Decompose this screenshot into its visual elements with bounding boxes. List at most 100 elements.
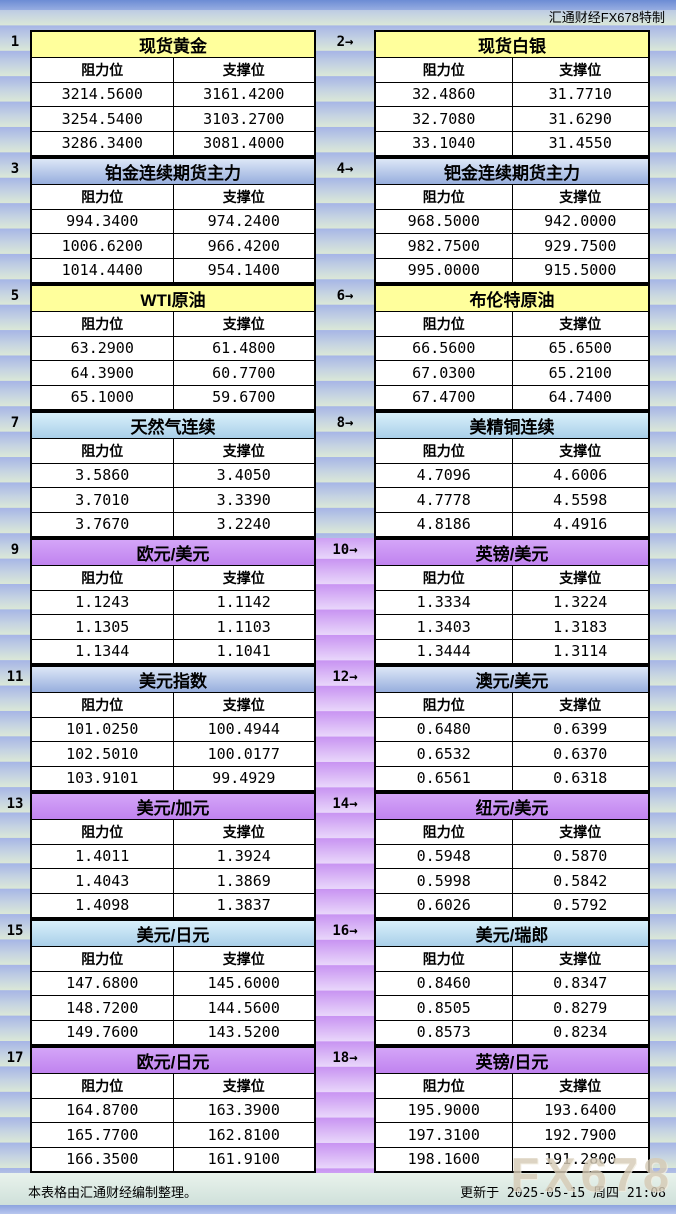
value-cell: 1.1142 xyxy=(172,590,315,614)
bottom-blue-strip xyxy=(0,1205,676,1214)
table-usd-index: 美元指数 阻力位 支撑位 101.0250 100.4944 102.5010 100… xyxy=(30,665,316,792)
col-header-resistance: 阻力位 xyxy=(376,566,512,590)
value-cell: 31.4550 xyxy=(511,131,649,155)
value-cell: 0.8279 xyxy=(511,996,649,1020)
value-cell: 1.3837 xyxy=(172,893,315,917)
col-header-resistance: 阻力位 xyxy=(376,693,512,717)
value-cell: 3.2240 xyxy=(172,512,315,536)
value-cell: 1.1103 xyxy=(172,615,315,639)
value-cell: 162.8100 xyxy=(172,1123,315,1147)
value-cell: 4.5598 xyxy=(511,488,649,512)
row-number-label: 9 xyxy=(10,542,20,558)
row-number-label: 1 xyxy=(10,34,20,50)
value-cell: 1.3334 xyxy=(416,593,471,612)
col-header-resistance: 阻力位 xyxy=(376,947,512,971)
table-title: 现货白银 xyxy=(376,32,648,57)
row-number-label: 15 xyxy=(6,923,24,939)
table-platinum-futures: 铂金连续期货主力 阻力位 支撑位 994.3400 974.2400 1006.62… xyxy=(30,157,316,284)
tables-grid: 1 现货黄金 阻力位 支撑位 3214.5600 3161.4200 3254.54… xyxy=(0,30,676,1173)
col-header-resistance: 阻力位 xyxy=(32,185,173,209)
value-cell: 103.9101 xyxy=(66,769,139,788)
value-cell: 144.5600 xyxy=(172,996,315,1020)
value-cell: 1.3403 xyxy=(416,617,471,636)
section-pair-5: 9 欧元/美元 阻力位 支撑位 1.1243 1.1142 1.1305 1.1103… xyxy=(0,538,676,665)
value-cell: 3.5860 xyxy=(75,466,130,485)
value-cell: 165.7700 xyxy=(66,1125,139,1144)
value-cell: 149.7600 xyxy=(66,1023,139,1042)
col-header-resistance: 阻力位 xyxy=(32,1074,173,1098)
section-pair-6: 11 美元指数 阻力位 支撑位 101.0250 100.4944 102.5010… xyxy=(0,665,676,792)
col-header-support: 支撑位 xyxy=(511,185,648,209)
table-title: 美精铜连续 xyxy=(376,413,648,438)
value-cell: 3.4050 xyxy=(172,463,315,487)
value-cell: 1.1344 xyxy=(75,642,130,661)
value-cell: 0.5792 xyxy=(511,893,649,917)
value-cell: 61.4800 xyxy=(172,336,315,360)
value-cell: 3161.4200 xyxy=(172,82,315,106)
value-cell: 143.5200 xyxy=(172,1020,315,1044)
row-number-arrow-label: 8→ xyxy=(336,415,354,431)
col-header-support: 支撑位 xyxy=(511,312,648,336)
section-pair-8: 15 美元/日元 阻力位 支撑位 147.6800 145.6000 148.720… xyxy=(0,919,676,1046)
col-header-resistance: 阻力位 xyxy=(32,693,173,717)
section-pair-7: 13 美元/加元 阻力位 支撑位 1.4011 1.3924 1.4043 1.386… xyxy=(0,792,676,919)
col-header-resistance: 阻力位 xyxy=(32,947,173,971)
table-title: 美元指数 xyxy=(32,667,314,692)
value-cell: 4.6006 xyxy=(511,463,649,487)
value-cell: 0.6480 xyxy=(416,720,471,739)
table-gbp-jpy: 英镑/日元 阻力位 支撑位 195.9000 193.6400 197.3100 19… xyxy=(374,1046,650,1173)
table-title: 铂金连续期货主力 xyxy=(32,159,314,184)
value-cell: 148.7200 xyxy=(66,998,139,1017)
row-number-label: 13 xyxy=(6,796,24,812)
col-header-support: 支撑位 xyxy=(172,947,314,971)
table-title: 现货黄金 xyxy=(32,32,314,57)
value-cell: 3081.4000 xyxy=(172,131,315,155)
table-spot-silver: 现货白银 阻力位 支撑位 32.4860 31.7710 32.7080 31.629… xyxy=(374,30,650,157)
table-title: WTI原油 xyxy=(32,286,314,311)
col-header-resistance: 阻力位 xyxy=(376,58,512,82)
value-cell: 0.5842 xyxy=(511,869,649,893)
value-cell: 4.7778 xyxy=(416,490,471,509)
value-cell: 3.7670 xyxy=(75,515,130,534)
row-number-label: 7 xyxy=(10,415,20,431)
table-usd-cad: 美元/加元 阻力位 支撑位 1.4011 1.3924 1.4043 1.3869 1… xyxy=(30,792,316,919)
value-cell: 982.7500 xyxy=(407,236,480,255)
value-cell: 32.4860 xyxy=(412,85,476,104)
value-cell: 0.8505 xyxy=(416,998,471,1017)
row-number-arrow-label: 2→ xyxy=(336,34,354,50)
value-cell: 0.6370 xyxy=(511,742,649,766)
section-pair-1: 1 现货黄金 阻力位 支撑位 3214.5600 3161.4200 3254.54… xyxy=(0,30,676,157)
value-cell: 1.1243 xyxy=(75,593,130,612)
value-cell: 145.6000 xyxy=(172,971,315,995)
value-cell: 3.7010 xyxy=(75,490,130,509)
value-cell: 1.4043 xyxy=(75,871,130,890)
brand-title: 汇通财经FX678特制 xyxy=(548,10,665,25)
col-header-resistance: 阻力位 xyxy=(32,439,173,463)
value-cell: 968.5000 xyxy=(407,212,480,231)
value-cell: 1.1041 xyxy=(172,639,315,663)
table-title: 澳元/美元 xyxy=(376,667,648,692)
value-cell: 0.8460 xyxy=(416,974,471,993)
value-cell: 59.6700 xyxy=(172,385,315,409)
row-number-label: 17 xyxy=(6,1050,24,1066)
value-cell: 0.6561 xyxy=(416,769,471,788)
value-cell: 31.7710 xyxy=(511,82,649,106)
col-header-support: 支撑位 xyxy=(172,58,314,82)
value-cell: 966.4200 xyxy=(172,234,315,258)
value-cell: 1.3114 xyxy=(511,639,649,663)
value-cell: 0.5870 xyxy=(511,844,649,868)
value-cell: 1.3183 xyxy=(511,615,649,639)
value-cell: 4.7096 xyxy=(416,466,471,485)
row-number-arrow-label: 14→ xyxy=(332,796,358,812)
value-cell: 195.9000 xyxy=(407,1101,480,1120)
col-header-support: 支撑位 xyxy=(511,58,648,82)
value-cell: 101.0250 xyxy=(66,720,139,739)
section-pair-9: 17 欧元/日元 阻力位 支撑位 164.8700 163.3900 165.770… xyxy=(0,1046,676,1173)
value-cell: 974.2400 xyxy=(172,209,315,233)
value-cell: 198.1600 xyxy=(407,1150,480,1169)
row-number-arrow-label: 6→ xyxy=(336,288,354,304)
value-cell: 163.3900 xyxy=(172,1098,315,1122)
value-cell: 0.8234 xyxy=(511,1020,649,1044)
value-cell: 3103.2700 xyxy=(172,107,315,131)
col-header-support: 支撑位 xyxy=(172,693,314,717)
